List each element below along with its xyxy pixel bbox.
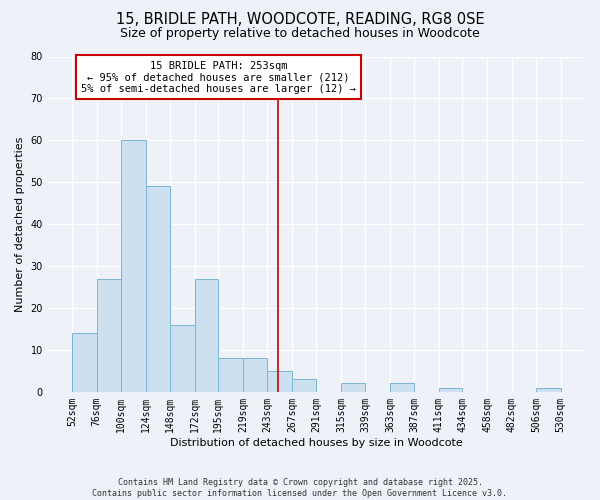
Text: 15, BRIDLE PATH, WOODCOTE, READING, RG8 0SE: 15, BRIDLE PATH, WOODCOTE, READING, RG8 … bbox=[116, 12, 484, 28]
Bar bbox=[536, 388, 560, 392]
Bar bbox=[195, 278, 218, 392]
Y-axis label: Number of detached properties: Number of detached properties bbox=[15, 136, 25, 312]
Bar bbox=[439, 388, 463, 392]
Bar bbox=[72, 333, 97, 392]
Text: Size of property relative to detached houses in Woodcote: Size of property relative to detached ho… bbox=[120, 28, 480, 40]
Bar bbox=[292, 380, 316, 392]
Bar bbox=[268, 371, 292, 392]
Bar bbox=[390, 384, 415, 392]
Text: 15 BRIDLE PATH: 253sqm
← 95% of detached houses are smaller (212)
5% of semi-det: 15 BRIDLE PATH: 253sqm ← 95% of detached… bbox=[81, 60, 356, 94]
Bar bbox=[97, 278, 121, 392]
Bar bbox=[121, 140, 146, 392]
Bar bbox=[146, 186, 170, 392]
Text: Contains HM Land Registry data © Crown copyright and database right 2025.
Contai: Contains HM Land Registry data © Crown c… bbox=[92, 478, 508, 498]
Bar bbox=[341, 384, 365, 392]
Bar bbox=[243, 358, 268, 392]
Bar bbox=[218, 358, 243, 392]
Bar bbox=[170, 325, 195, 392]
X-axis label: Distribution of detached houses by size in Woodcote: Distribution of detached houses by size … bbox=[170, 438, 463, 448]
